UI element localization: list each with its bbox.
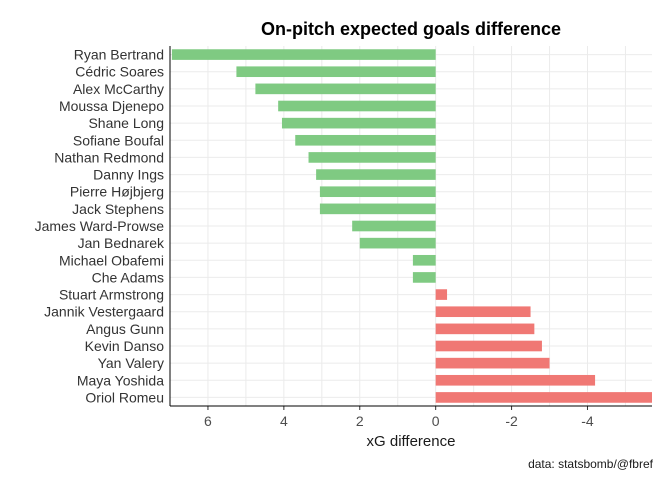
x-tick-label: 2: [356, 413, 364, 429]
x-axis-title: xG difference: [367, 433, 456, 450]
y-tick-label: Yan Valery: [98, 355, 164, 371]
y-tick-label: Oriol Romeu: [85, 389, 164, 405]
y-tick-label: Maya Yoshida: [77, 372, 164, 388]
x-tick-label: 4: [280, 413, 288, 429]
bar-angus-gunn: [435, 323, 535, 335]
y-tick-label: Alex McCarthy: [73, 81, 164, 97]
bar-jack-stephens: [319, 203, 436, 215]
y-tick-label: Che Adams: [92, 269, 164, 285]
y-tick-label: Moussa Djenepo: [59, 98, 164, 114]
x-tick-label: -4: [581, 413, 594, 429]
bar-sofiane-boufal: [295, 134, 436, 146]
bar-pierre-h-jbjerg: [319, 186, 436, 198]
bar-moussa-djenepo: [278, 100, 436, 112]
x-tick-label: -2: [505, 413, 518, 429]
y-tick-label: Shane Long: [88, 115, 164, 131]
bar-nathan-redmond: [308, 152, 436, 163]
y-tick-label: Pierre Højbjerg: [70, 184, 164, 200]
y-tick-label: Nathan Redmond: [54, 149, 164, 165]
y-tick-label: James Ward-Prowse: [35, 218, 165, 234]
bar-alex-mccarthy: [255, 83, 436, 95]
bars: [171, 49, 652, 403]
x-axis-ticks: 6 4 2 0 -2 -4: [204, 406, 594, 429]
bar-maya-yoshida: [435, 374, 596, 386]
x-tick-label: 0: [432, 413, 440, 429]
bar-jan-bednarek: [359, 237, 436, 249]
y-tick-label: Angus Gunn: [86, 321, 164, 337]
chart-caption: data: statsbomb/@fbref: [528, 457, 654, 471]
y-tick-label: Michael Obafemi: [59, 252, 164, 268]
y-tick-label: Kevin Danso: [85, 338, 165, 354]
bar-michael-obafemi: [412, 254, 436, 266]
bar-oriol-romeu: [435, 392, 652, 403]
bar-ryan-bertrand: [171, 49, 436, 60]
chart-title: On-pitch expected goals difference: [261, 19, 561, 39]
bar-kevin-danso: [435, 340, 542, 352]
y-tick-label: Stuart Armstrong: [59, 287, 164, 303]
x-tick-label: 6: [204, 413, 212, 429]
bar-shane-long: [281, 117, 436, 129]
y-tick-label: Jannik Vestergaard: [44, 304, 164, 320]
y-tick-label: Danny Ings: [93, 167, 164, 183]
bar-james-ward-prowse: [352, 220, 436, 232]
bar-che-adams: [412, 272, 436, 283]
bar-danny-ings: [316, 169, 436, 180]
bar-jannik-vestergaard: [435, 306, 531, 318]
y-tick-label: Sofiane Boufal: [73, 132, 164, 148]
y-tick-label: Ryan Bertrand: [74, 47, 164, 63]
y-tick-label: Jack Stephens: [72, 201, 164, 217]
y-tick-label: Cédric Soares: [75, 64, 164, 80]
y-tick-label: Jan Bednarek: [78, 235, 165, 251]
bar-yan-valery: [435, 357, 550, 369]
bar-stuart-armstrong: [435, 289, 448, 300]
bar-c-dric-soares: [236, 66, 436, 78]
